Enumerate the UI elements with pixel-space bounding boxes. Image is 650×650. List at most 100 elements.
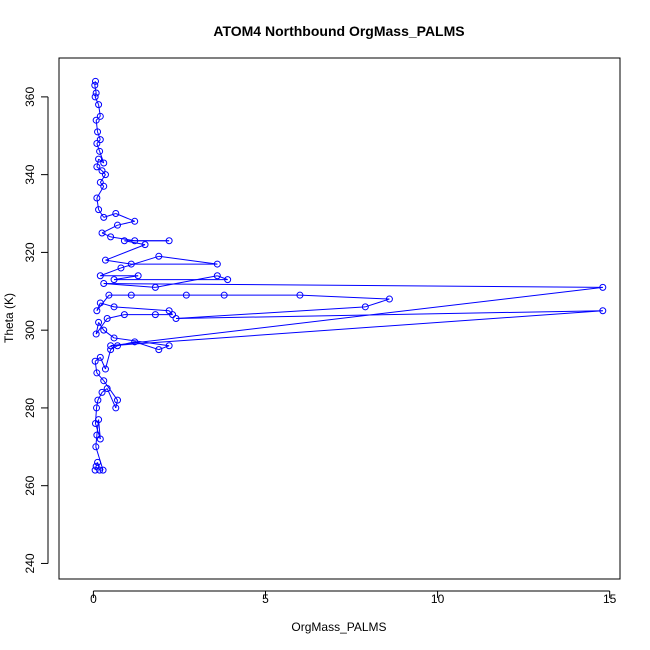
series-0-point	[96, 466, 104, 474]
series-0-point	[141, 241, 149, 249]
series-0-point	[165, 237, 173, 245]
series-0-point	[101, 365, 109, 373]
series-0-segment	[105, 259, 132, 265]
y-axis-tick-label: 280	[23, 398, 37, 418]
series-0-point	[93, 431, 101, 439]
series-0-point	[151, 283, 159, 291]
series-0-segment	[101, 170, 106, 175]
series-0-point	[100, 280, 108, 288]
series-0-point	[172, 315, 180, 322]
series-0-segment	[168, 310, 173, 315]
series-0-point	[93, 194, 101, 202]
series-0-point	[94, 458, 102, 466]
series-0-point	[92, 330, 100, 338]
series-0-segment	[106, 388, 117, 409]
series-0-segment	[96, 139, 101, 144]
series-0-point	[131, 217, 139, 225]
series-0-point	[100, 213, 108, 221]
series-0-segment	[96, 372, 105, 382]
x-axis-tick-label: 10	[431, 592, 445, 606]
series-0-segment	[103, 283, 603, 288]
series-0-point	[96, 136, 104, 144]
series-0-segment	[96, 143, 101, 152]
series-0-segment	[98, 209, 105, 218]
series-0-segment	[175, 306, 366, 319]
series-0-point	[96, 272, 104, 280]
series-0-segment	[134, 341, 159, 351]
series-0-point	[92, 89, 100, 97]
series-0-segment	[176, 310, 603, 319]
series-0-segment	[96, 186, 105, 199]
series-0-point	[95, 206, 103, 214]
series-0-segment	[365, 298, 390, 308]
x-axis-tick-label: 15	[603, 592, 617, 606]
series-0-segment	[103, 213, 116, 218]
series-0-segment	[110, 310, 603, 347]
y-axis-tick-label: 320	[23, 242, 37, 262]
series-0-point	[91, 93, 99, 101]
series-0-point	[98, 229, 106, 237]
series-0-point	[101, 171, 109, 179]
x-axis-label: OrgMass_PALMS	[291, 620, 386, 634]
series-0-point	[96, 299, 104, 307]
series-0-point	[224, 276, 232, 284]
series-0-point	[105, 291, 113, 299]
series-0-point	[114, 342, 122, 350]
series-0-segment	[120, 255, 159, 269]
series-0-point	[91, 77, 99, 85]
series-0-point	[599, 307, 607, 315]
series-0-point	[93, 140, 101, 148]
series-0-point	[127, 260, 135, 268]
series-0-point	[213, 272, 221, 280]
series-0-point	[94, 396, 102, 404]
series-0-segment	[158, 345, 170, 351]
series-0-point	[120, 311, 128, 319]
series-0-point	[155, 346, 163, 354]
series-0-point	[103, 384, 111, 392]
plot-area	[58, 57, 621, 580]
series-0-point	[92, 443, 100, 451]
series-0-point	[110, 303, 118, 311]
series-0-point	[182, 291, 190, 299]
series-0-segment	[94, 85, 97, 94]
series-0-point	[107, 233, 115, 241]
series-0-segment	[217, 275, 228, 281]
series-0-segment	[124, 240, 146, 246]
series-0-segment	[101, 232, 111, 238]
series-0-point	[112, 210, 120, 218]
series-0-point	[91, 466, 99, 474]
series-0-point	[165, 307, 173, 315]
series-0-point	[361, 303, 369, 311]
series-0-point	[96, 112, 104, 120]
series-0-segment	[97, 392, 103, 401]
series-0-point	[95, 318, 103, 326]
series-0-segment	[158, 255, 218, 265]
series-0-segment	[105, 244, 146, 261]
series-0-segment	[99, 151, 105, 164]
series-0-segment	[110, 286, 603, 347]
series-0-point	[110, 334, 118, 342]
series-0-point	[95, 155, 103, 163]
series-0-segment	[113, 275, 139, 281]
series-0-point	[169, 311, 177, 319]
series-0-point	[98, 167, 106, 175]
series-0-point	[296, 291, 304, 299]
y-axis-label: Theta (K)	[2, 293, 16, 343]
series-0-point	[99, 466, 107, 474]
series-0-point	[91, 419, 99, 427]
series-0-point	[100, 377, 108, 385]
x-axis-tick-label: 5	[262, 592, 269, 606]
series-0-point	[385, 295, 393, 303]
series-0-segment	[99, 174, 106, 183]
series-0-segment	[299, 294, 390, 300]
series-0-segment	[99, 357, 106, 370]
series-0-segment	[98, 104, 101, 117]
series-0-point	[112, 404, 120, 412]
series-0-point	[96, 353, 104, 361]
series-0-point	[96, 178, 104, 186]
series-layer	[91, 77, 607, 474]
x-axis: 0 5 10 15	[90, 590, 617, 606]
series-0-point	[117, 264, 125, 272]
series-0-point	[155, 252, 163, 260]
